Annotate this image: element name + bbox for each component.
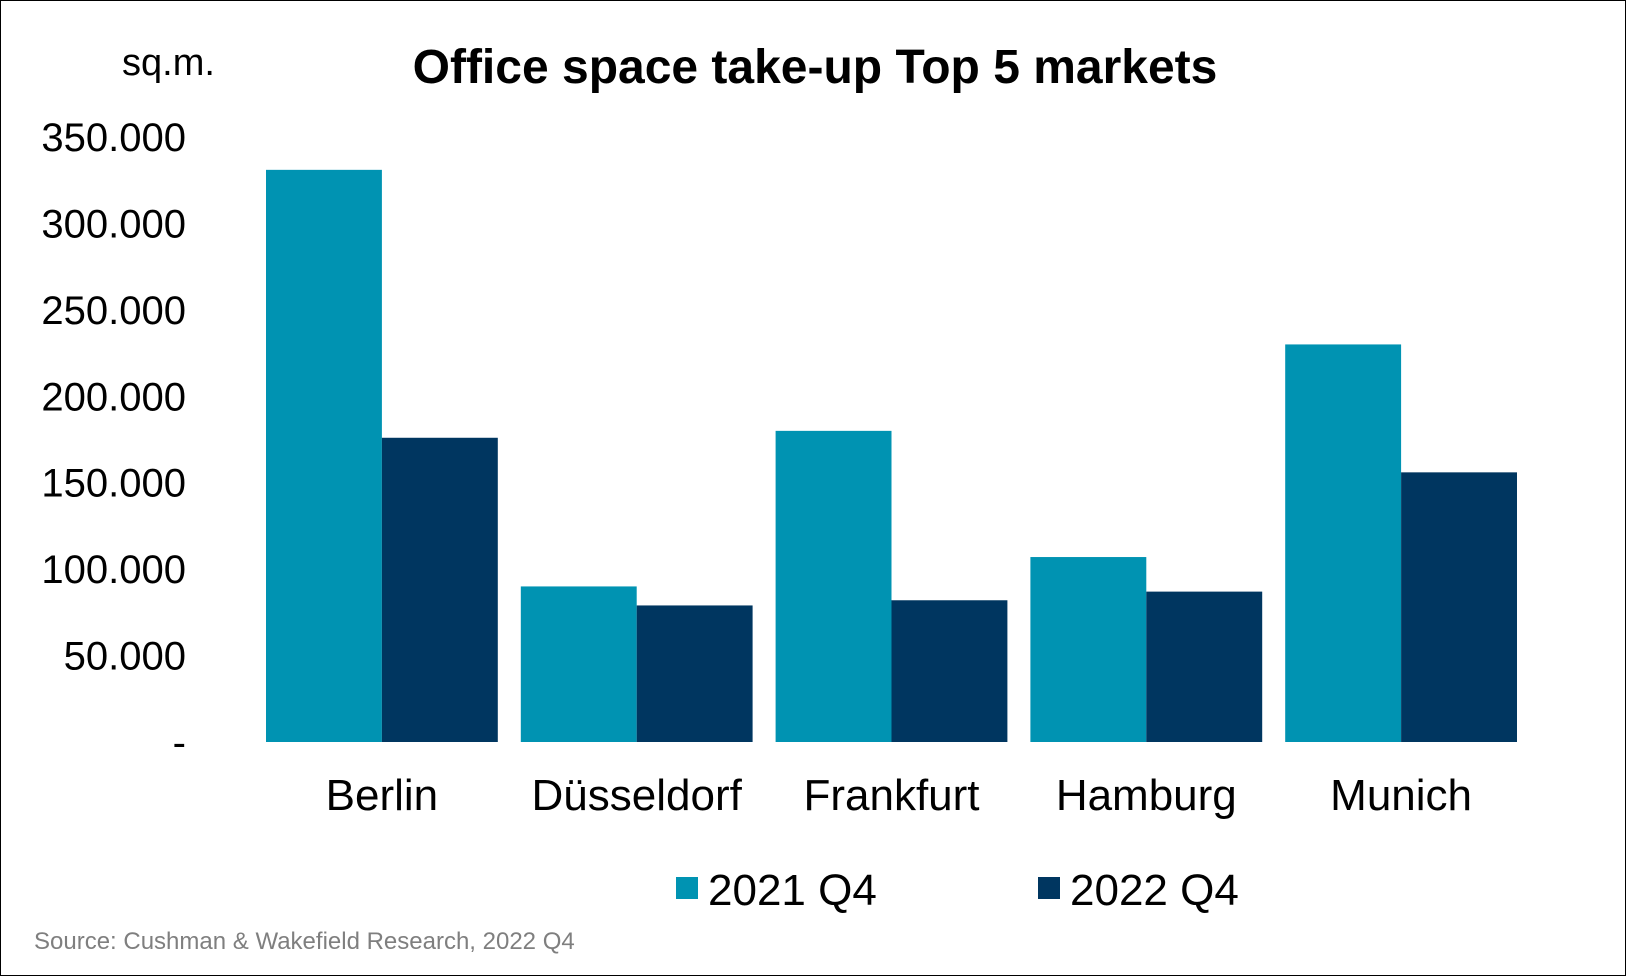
legend-label: 2021 Q4 [708,866,877,915]
x-tick-label: Düsseldorf [532,771,743,820]
y-axis-unit-label: sq.m. [122,42,215,84]
bar-2022-q4-hamburg [1146,591,1263,742]
y-tick-label: 100.000 [41,548,186,592]
bar-2021-q4-hamburg [1030,557,1147,742]
bar-2021-q4-munich [1285,344,1402,742]
legend-swatch-2022-q4 [1038,877,1060,899]
bar-2021-q4-düsseldorf [520,586,637,742]
y-tick-label: 300.000 [41,202,186,246]
y-tick-label: - [173,721,186,765]
y-tick-label: 200.000 [41,375,186,419]
legend-label: 2022 Q4 [1070,866,1239,915]
y-tick-label: 250.000 [41,289,186,333]
y-tick-label: 50.000 [64,635,186,679]
bar-2022-q4-frankfurt [891,600,1008,742]
y-tick-label: 350.000 [41,116,186,160]
bar-2022-q4-munich [1401,472,1517,742]
bar-2022-q4-berlin [381,437,498,742]
bar-2021-q4-frankfurt [775,430,892,742]
x-tick-label: Hamburg [1056,771,1237,820]
legend-swatch-2021-q4 [676,877,698,899]
bar-2022-q4-düsseldorf [636,605,753,742]
x-tick-label: Berlin [326,771,439,820]
y-tick-label: 150.000 [41,462,186,506]
bar-2021-q4-berlin [266,169,382,743]
source-note: Source: Cushman & Wakefield Research, 20… [34,928,575,955]
x-tick-label: Frankfurt [803,771,979,820]
x-tick-label: Munich [1330,771,1472,820]
chart-title: Office space take-up Top 5 markets [412,41,1218,94]
